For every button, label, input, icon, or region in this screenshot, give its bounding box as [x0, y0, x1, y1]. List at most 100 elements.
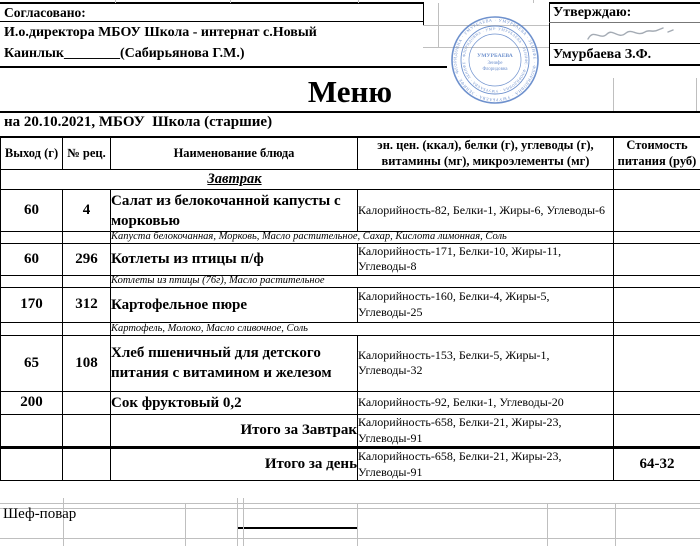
total-nutrition: Калорийность-658, Белки-21, Жиры-23, Угл… [357, 413, 614, 450]
agreed-box-divider [0, 21, 423, 22]
approver-name: Умурбаева З.Ф. [553, 47, 652, 62]
stamp-center-firstname: Зенифе [488, 61, 503, 66]
cell-cost [613, 242, 700, 276]
total-day-row: Итого за день Калорийность-658, Белки-21… [0, 447, 700, 482]
cell-cost [613, 189, 700, 233]
empty-cell [613, 231, 700, 244]
menu-table: Выход (г) № рец. Наименование блюда эн. … [0, 136, 700, 482]
table-row: 60 296 Котлеты из птицы п/ф Калорийность… [0, 242, 700, 276]
header-dish: Наименование блюда [110, 136, 358, 171]
agreed-box-top-border [0, 2, 423, 4]
cell-dish: Котлеты из птицы п/ф [110, 242, 358, 276]
header-rec: № рец. [62, 136, 111, 171]
cell-ingredients: Картофель, Молоко, Масло сливочное, Соль [110, 321, 614, 336]
cell-ingredients: Котлеты из птицы (76г), Масло растительн… [110, 274, 614, 288]
gridline [0, 508, 700, 509]
gridline [63, 498, 64, 546]
cell-rec: 108 [62, 334, 111, 392]
cell-cost [613, 286, 700, 323]
total-cost: 64-32 [613, 447, 700, 482]
total-label: Итого за день [110, 447, 358, 482]
header-nutrition: эн. цен. (ккал), белки (г), углеводы (г)… [357, 136, 614, 171]
cell-rec: 4 [62, 189, 111, 233]
cell-nutrition: Калорийность-160, Белки-4, Жиры-5, Углев… [357, 286, 614, 323]
gridline [185, 503, 186, 546]
table-header-row: Выход (г) № рец. Наименование блюда эн. … [0, 136, 700, 171]
gridline [357, 503, 358, 546]
approve-box-top-border [549, 2, 700, 4]
cell-rec: 312 [62, 286, 111, 323]
gridline [696, 78, 697, 111]
cell-nutrition: Калорийность-92, Белки-1, Углеводы-20 [357, 390, 614, 415]
chef-label: Шеф-повар [3, 506, 77, 522]
empty-cell [62, 274, 111, 288]
cell-ingredients: Капуста белокочанная, Морковь, Масло рас… [110, 231, 614, 244]
gridline [0, 538, 700, 539]
empty-cell [0, 447, 63, 482]
empty-cell [62, 413, 111, 450]
cell-out: 60 [0, 242, 63, 276]
gridline [358, 0, 359, 3]
cell-rec [62, 390, 111, 415]
signature-scribble [587, 27, 674, 40]
gridline [438, 3, 439, 47]
cell-cost [613, 334, 700, 392]
empty-cell [613, 321, 700, 336]
cell-dish: Хлеб пшеничный для детского питания с ви… [110, 334, 358, 392]
cell-out: 65 [0, 334, 63, 392]
signature-line [549, 43, 700, 44]
total-label: Итого за Завтрак [110, 413, 358, 450]
gridline [237, 498, 238, 546]
round-stamp: · УМУРБАЕВА · ЗЕНИФЕ · ФЛОРИДОВНА · УМУР… [449, 14, 539, 104]
agreed-line1: И.о.директора МБОУ Школа - интернат с.Но… [4, 25, 317, 40]
total-breakfast-row: Итого за Завтрак Калорийность-658, Белки… [0, 413, 700, 450]
agreed-label: Согласовано: [4, 5, 86, 20]
cell-out: 200 [0, 390, 63, 415]
gridline [230, 0, 231, 3]
empty-cell [0, 231, 63, 244]
section-row: Завтрак [0, 169, 700, 191]
approve-box-bottom-border [549, 64, 700, 66]
agreed-box-bottom-border [0, 66, 447, 68]
gridline [243, 498, 244, 546]
empty-cell [613, 169, 700, 191]
total-nutrition: Калорийность-658, Белки-21, Жиры-23, Угл… [357, 447, 614, 482]
gridline [423, 25, 549, 26]
menu-date-line: на 20.10.2021, МБОУ Школа (старшие) [4, 114, 273, 130]
approve-label: Утверждаю: [553, 5, 632, 20]
cell-cost [613, 390, 700, 415]
cell-dish: Салат из белокочанной капусты с морковью [110, 189, 358, 233]
gridline [533, 0, 534, 3]
empty-cell [0, 321, 63, 336]
empty-cell [0, 274, 63, 288]
gridline [423, 47, 549, 48]
empty-cell [613, 274, 700, 288]
gridline [115, 0, 116, 3]
cell-out: 60 [0, 189, 63, 233]
empty-cell [62, 321, 111, 336]
gridline [0, 503, 700, 504]
agreed-box-right-border [423, 2, 424, 25]
ingredient-row: Картофель, Молоко, Масло сливочное, Соль [0, 321, 700, 336]
table-row: 200 Сок фруктовый 0,2 Калорийность-92, Б… [0, 390, 700, 415]
section-title: Завтрак [207, 171, 262, 188]
total-cost [613, 413, 700, 450]
chef-signature-line [237, 527, 357, 529]
approve-box-left-border [549, 2, 550, 64]
approve-box-divider [549, 22, 700, 23]
stamp-center-name: УМУРБАЕВА [477, 53, 513, 59]
header-out: Выход (г) [0, 136, 63, 171]
cell-nutrition: Калорийность-171, Белки-10, Жиры-11, Угл… [357, 242, 614, 276]
gridline [613, 78, 614, 111]
table-row: 170 312 Картофельное пюре Калорийность-1… [0, 286, 700, 323]
cell-dish: Картофельное пюре [110, 286, 358, 323]
ingredient-row: Котлеты из птицы (76г), Масло растительн… [0, 274, 700, 288]
date-row-top-border [0, 111, 700, 113]
cell-nutrition: Калорийность-82, Белки-1, Жиры-6, Углево… [357, 189, 614, 233]
cell-dish: Сок фруктовый 0,2 [110, 390, 358, 415]
cell-out: 170 [0, 286, 63, 323]
cell-rec: 296 [62, 242, 111, 276]
stamp-center-patronymic: Флоридовна [482, 67, 508, 72]
empty-cell [62, 231, 111, 244]
